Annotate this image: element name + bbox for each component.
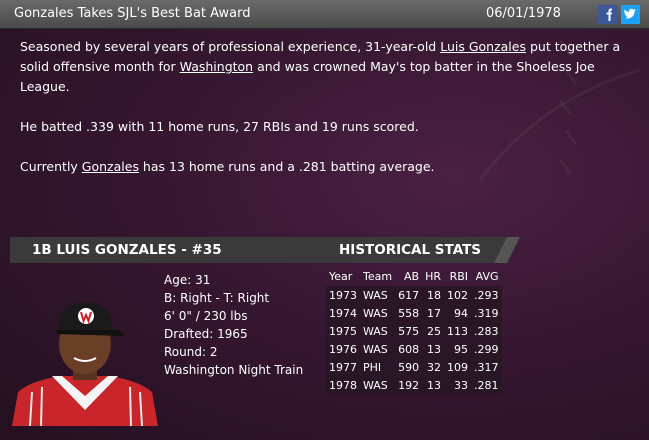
bio-line: 6' 0" / 230 lbs — [164, 309, 248, 323]
text: He batted .339 with 11 home runs, 27 RBI… — [20, 119, 419, 134]
bio-line: Round: 2 — [164, 345, 218, 359]
player-portrait[interactable] — [12, 292, 158, 426]
column-header: Year — [329, 269, 353, 283]
stat-cell: 25 — [427, 324, 441, 338]
player-bar — [10, 237, 520, 263]
text: Seasoned by several years of professiona… — [20, 39, 441, 54]
stats-row: 1973 WAS 617 18 102 .293 — [326, 286, 502, 304]
facebook-button[interactable] — [598, 5, 617, 24]
column-header: AVG — [475, 269, 499, 283]
stat-cell: 102 — [447, 288, 468, 302]
stat-cell: 1973 — [329, 288, 357, 302]
stat-cell: 17 — [427, 306, 441, 320]
text: has 13 home runs and a .281 batting aver… — [138, 159, 435, 174]
stat-cell: 575 — [398, 324, 420, 338]
stat-cell: 590 — [398, 360, 420, 374]
stat-cell: WAS — [363, 288, 388, 302]
paragraph: Seasoned by several years of professiona… — [20, 37, 635, 97]
stat-cell: .293 — [474, 288, 499, 302]
paragraph: Currently Gonzales has 13 home runs and … — [20, 157, 635, 177]
stat-cell: WAS — [363, 324, 388, 338]
stats-table: Year Team AB HR RBI AVG 1973 WAS 617 18 102.293 19… — [326, 266, 502, 394]
article-body: Seasoned by several years of professiona… — [20, 37, 635, 197]
stat-cell: 32 — [427, 360, 441, 374]
date: 06/01/1978 — [486, 6, 561, 21]
stat-cell: .319 — [474, 306, 499, 320]
stats-header-row: Year Team AB HR RBI AVG — [326, 266, 502, 286]
stat-cell: 1977 — [329, 360, 357, 374]
stats-row: 1974 WAS 558 17 94 .319 — [326, 304, 502, 322]
stats-row: 1978 WAS 192 13 33 .281 — [326, 376, 502, 394]
link[interactable]: Gonzales — [81, 159, 139, 174]
stat-cell: 558 — [398, 306, 420, 320]
stat-cell: 1974 — [329, 306, 357, 320]
stat-cell: 1978 — [329, 378, 357, 392]
stat-cell: PHI — [363, 360, 382, 374]
column-header: HR — [425, 269, 441, 283]
stat-cell: .299 — [474, 342, 499, 356]
link[interactable]: Washington — [179, 59, 254, 74]
stats-row: 1976 WAS 608 13 95 .299 — [326, 340, 502, 358]
stats-title: HISTORICAL STATS — [339, 242, 482, 258]
header-bar — [0, 0, 649, 29]
stat-cell: 109 — [447, 360, 468, 374]
stat-cell: 192 — [398, 378, 420, 392]
player-bio: Age: 31 B: Right - T: Right 6' 0" / 230 lb… — [164, 271, 303, 379]
share-icons — [598, 5, 640, 24]
bio-line: B: Right - T: Right — [164, 291, 270, 305]
stat-cell: 95 — [454, 342, 468, 356]
stat-cell: 13 — [427, 342, 441, 356]
paragraph: He batted .339 with 11 home runs, 27 RBI… — [20, 117, 635, 137]
stat-cell: WAS — [363, 306, 388, 320]
text: and was crowned May's top batter in the … — [20, 59, 595, 94]
column-header: Team — [363, 269, 393, 283]
stat-cell: 113 — [447, 324, 468, 338]
bio-line: Washington Night Train — [164, 363, 304, 377]
bio-line: Drafted: 1965 — [164, 327, 248, 341]
twitter-button[interactable] — [621, 5, 640, 24]
stat-cell: 608 — [398, 342, 420, 356]
stat-cell: 18 — [427, 288, 441, 302]
stats-row: 1977 PHI 590 32 109 .317 — [326, 358, 502, 376]
column-header: RBI — [449, 269, 468, 283]
stat-cell: 617 — [398, 288, 420, 302]
stat-cell: 33 — [454, 378, 468, 392]
stat-cell: WAS — [363, 342, 388, 356]
stat-cell: 1976 — [329, 342, 357, 356]
column-header: AB — [404, 269, 420, 283]
stat-cell: 94 — [454, 306, 468, 320]
link[interactable]: Luis Gonzales — [440, 39, 526, 54]
stat-cell: WAS — [363, 378, 388, 392]
headline: Gonzales Takes SJL's Best Bat Award — [14, 6, 251, 21]
stats-row: 1975 WAS 575 25 113 .283 — [326, 322, 502, 340]
stat-cell: 13 — [427, 378, 441, 392]
stat-cell: .283 — [474, 324, 499, 338]
player-title: 1B LUIS GONZALES - #35 — [32, 242, 222, 258]
stat-cell: 1975 — [329, 324, 357, 338]
stat-cell: .317 — [474, 360, 499, 374]
text: Currently — [20, 159, 82, 174]
stat-cell: .281 — [474, 378, 499, 392]
text: put together a solid offensive month for — [20, 39, 621, 74]
bio-line: Age: 31 — [164, 273, 211, 287]
